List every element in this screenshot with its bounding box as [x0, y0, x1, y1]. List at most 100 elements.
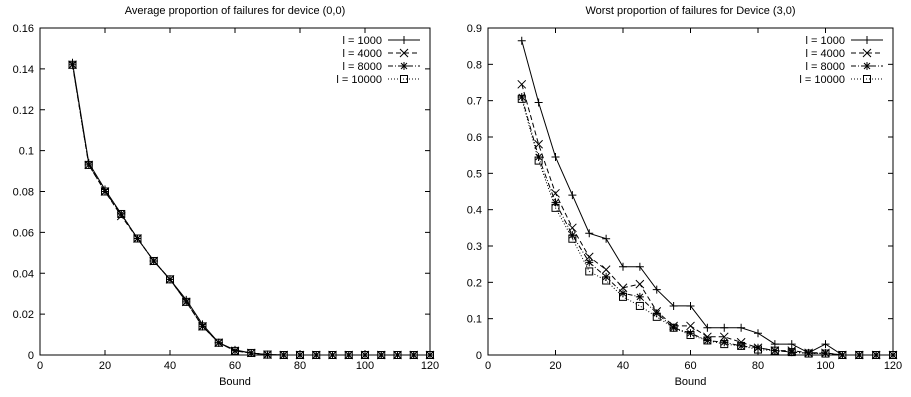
series-3-point: [872, 351, 881, 359]
series-4-point: [328, 351, 337, 359]
legend-label: l = 4000: [806, 48, 845, 60]
series-line-2: [72, 64, 430, 356]
y-tick-label: 0.8: [467, 59, 482, 71]
series-4-point: [652, 312, 661, 321]
series-4-point: [821, 349, 830, 358]
series-4-point: [770, 346, 779, 355]
series-3-point: [393, 351, 402, 359]
series-3-point: [166, 275, 174, 284]
series-4-point: [838, 351, 847, 359]
x-tick-label: 100: [816, 360, 834, 372]
series-1-point: [568, 191, 577, 200]
legend-marker: [863, 75, 871, 83]
series-3-point: [838, 351, 847, 359]
y-tick-label: 0.02: [13, 309, 34, 321]
y-tick-label: 0: [28, 350, 34, 362]
series-4-point: [263, 350, 272, 359]
x-tick-label: 40: [164, 360, 176, 372]
x-tick-label: 80: [294, 360, 306, 372]
series-4-point: [247, 348, 256, 357]
legend-marker: [399, 48, 409, 58]
series-line-3: [72, 64, 430, 356]
legend-label: l = 10000: [799, 74, 845, 86]
y-tick-label: 0.14: [13, 64, 34, 76]
x-axis-label: Bound: [219, 376, 251, 388]
series-3-point: [214, 338, 223, 347]
series-4-point: [889, 351, 897, 359]
series-4-point: [279, 351, 288, 359]
chart-panel-1: Average proportion of failures for devic…: [13, 5, 440, 388]
series-4-point: [804, 349, 813, 358]
series-4-point: [635, 301, 644, 310]
series-3-point: [821, 349, 830, 358]
series-4-point: [517, 94, 526, 103]
series-1-point: [534, 98, 543, 107]
series-4-point: [686, 331, 695, 340]
x-tick-label: 60: [229, 360, 241, 372]
series-2-point: [686, 321, 695, 331]
series-4-point: [101, 187, 109, 196]
series-4-point: [344, 351, 353, 359]
x-tick-label: 20: [549, 360, 561, 372]
y-tick-label: 0.7: [467, 96, 482, 108]
legend-label: l = 4000: [343, 48, 382, 60]
series-3-point: [68, 60, 77, 69]
y-tick-label: 0.1: [19, 146, 34, 158]
y-tick-label: 0.16: [13, 23, 34, 35]
series-3-point: [787, 348, 796, 357]
series-1-point: [737, 323, 746, 332]
x-tick-label: 120: [884, 360, 902, 372]
series-4-point: [231, 346, 239, 355]
series-2-point: [635, 279, 645, 289]
series-3-point: [517, 93, 526, 102]
series-4-point: [198, 322, 207, 331]
x-tick-label: 120: [421, 360, 439, 372]
series-2-point: [517, 79, 527, 89]
series-1-point: [686, 301, 695, 310]
series-4-point: [84, 160, 93, 169]
series-4-point: [619, 292, 627, 301]
series-4-point: [855, 351, 864, 359]
series-1-point: [787, 340, 796, 349]
series-line-3: [521, 96, 893, 356]
series-4-point: [68, 60, 77, 69]
x-tick-label: 60: [684, 360, 696, 372]
y-tick-label: 0.12: [13, 105, 34, 117]
y-tick-label: 0.3: [467, 241, 482, 253]
legend-marker: [863, 62, 871, 70]
y-tick-label: 0: [476, 350, 482, 362]
legend-label: l = 8000: [806, 61, 845, 73]
series-4-point: [166, 275, 174, 284]
series-4-point: [602, 276, 611, 285]
legend-marker: [400, 36, 408, 44]
series-3-point: [551, 198, 560, 207]
series-line-4: [72, 64, 430, 356]
series-3-point: [737, 341, 746, 350]
series-3-point: [426, 351, 434, 359]
legend-label: l = 1000: [343, 35, 382, 47]
series-3-point: [149, 256, 158, 265]
x-axis-label: Bound: [675, 376, 707, 388]
x-tick-label: 100: [356, 360, 374, 372]
y-tick-label: 0.4: [467, 205, 482, 217]
series-3-point: [198, 322, 207, 331]
series-3-point: [720, 338, 729, 347]
y-tick-label: 0.2: [467, 277, 482, 289]
chart-panel-2: Worst proportion of failures for Device …: [467, 5, 902, 388]
series-3-point: [231, 346, 239, 355]
series-4-point: [872, 351, 881, 359]
legend-label: l = 10000: [336, 74, 382, 86]
series-2-point: [601, 265, 611, 274]
series-4-point: [720, 340, 729, 349]
series-3-point: [247, 348, 256, 357]
series-3-point: [635, 292, 644, 301]
series-4-point: [214, 338, 223, 347]
chart-title: Average proportion of failures for devic…: [125, 5, 346, 17]
series-line-4: [521, 98, 893, 356]
legend-marker: [862, 48, 872, 58]
series-1-point: [635, 262, 644, 271]
series-4-point: [551, 203, 560, 212]
series-line-1: [521, 40, 893, 356]
